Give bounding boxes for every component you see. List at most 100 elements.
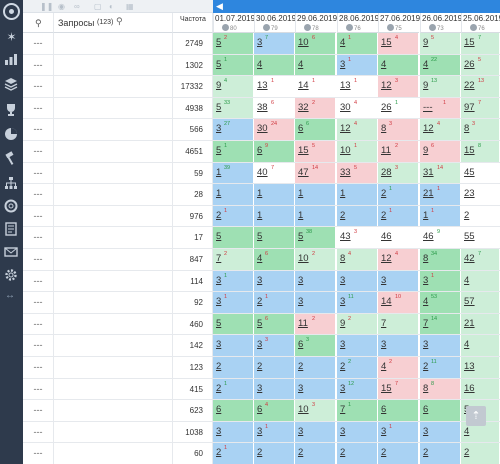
- position-cell[interactable]: 30 4: [337, 97, 378, 119]
- scroll-left-icon[interactable]: ◀: [216, 1, 223, 11]
- position-cell[interactable]: 11 2: [295, 313, 336, 335]
- position-value[interactable]: 1: [216, 188, 222, 200]
- position-cell[interactable]: 13 1: [337, 76, 378, 97]
- position-cell[interactable]: 2: [254, 443, 295, 464]
- position-value[interactable]: 13: [340, 80, 351, 92]
- position-value[interactable]: 15: [464, 37, 475, 48]
- position-value[interactable]: 30: [257, 123, 268, 135]
- position-value[interactable]: 22: [464, 80, 475, 92]
- position-value[interactable]: ---: [423, 101, 433, 113]
- date-column-header[interactable]: 30.06.2019 79: [254, 13, 296, 33]
- position-cell[interactable]: 12 4: [337, 119, 378, 140]
- position-value[interactable]: 11: [381, 144, 391, 156]
- freq-column-header[interactable]: Частота: [173, 13, 213, 33]
- position-value[interactable]: 5: [298, 231, 304, 243]
- position-value[interactable]: 9: [216, 80, 222, 92]
- position-cell[interactable]: 2: [461, 443, 500, 464]
- position-cell[interactable]: 1: [213, 184, 254, 205]
- position-cell[interactable]: 5: [213, 227, 254, 248]
- position-value[interactable]: 16: [464, 382, 475, 394]
- position-value[interactable]: 2: [464, 209, 470, 221]
- position-value[interactable]: 42: [464, 252, 475, 264]
- position-cell[interactable]: 2: [337, 443, 378, 464]
- position-cell[interactable]: 16: [461, 378, 500, 400]
- position-value[interactable]: 4: [381, 360, 387, 372]
- position-value[interactable]: 10: [340, 144, 351, 156]
- position-cell[interactable]: 14 10: [378, 292, 419, 313]
- query-cell[interactable]: [54, 140, 173, 162]
- position-value[interactable]: 9: [340, 317, 346, 329]
- position-cell[interactable]: 15 7: [378, 378, 419, 400]
- position-value[interactable]: 2: [216, 360, 222, 372]
- position-cell[interactable]: 1: [337, 184, 378, 205]
- position-value[interactable]: 2: [340, 447, 346, 459]
- position-value[interactable]: 3: [381, 339, 387, 351]
- position-cell[interactable]: 23: [461, 184, 500, 205]
- position-value[interactable]: 10: [298, 37, 309, 48]
- position-cell[interactable]: 5: [213, 313, 254, 335]
- position-value[interactable]: 30: [340, 101, 351, 113]
- position-value[interactable]: 2: [381, 447, 387, 459]
- position-value[interactable]: 2: [216, 447, 222, 459]
- query-cell[interactable]: [54, 356, 173, 378]
- position-cell[interactable]: 3 12: [337, 378, 378, 400]
- dashboard-icon[interactable]: ✶: [6, 30, 17, 44]
- position-value[interactable]: 3: [340, 339, 346, 351]
- position-value[interactable]: 2: [340, 360, 346, 372]
- position-cell[interactable]: --- 1: [420, 97, 461, 119]
- date-column-header[interactable]: 01.07.2019 80: [213, 13, 255, 33]
- expand-nav-icon[interactable]: ↔: [5, 290, 15, 301]
- position-value[interactable]: 8: [381, 123, 387, 135]
- query-cell[interactable]: [54, 421, 173, 443]
- position-cell[interactable]: 7 14: [420, 313, 461, 335]
- position-value[interactable]: 2: [423, 360, 429, 372]
- position-cell[interactable]: 3: [420, 335, 461, 356]
- position-value[interactable]: 3: [216, 425, 222, 437]
- link-icon[interactable]: ∞: [74, 2, 80, 11]
- position-value[interactable]: 7: [381, 317, 387, 329]
- position-value[interactable]: 2: [298, 360, 304, 372]
- dates-scroll-bar[interactable]: ◀: [213, 0, 500, 13]
- position-value[interactable]: 5: [216, 101, 222, 113]
- sitemap-icon[interactable]: [4, 176, 19, 191]
- position-cell[interactable]: 46 9: [420, 227, 461, 248]
- position-cell[interactable]: 5 38: [295, 227, 336, 248]
- date-column-header[interactable]: 25.06.2019 76: [461, 13, 500, 33]
- position-value[interactable]: 3: [216, 123, 222, 135]
- position-value[interactable]: 2: [381, 188, 387, 200]
- position-value[interactable]: 10: [298, 404, 309, 416]
- position-cell[interactable]: 10 3: [295, 400, 336, 421]
- mail-icon[interactable]: [4, 245, 19, 260]
- position-value[interactable]: 3: [340, 274, 346, 286]
- position-cell[interactable]: 4: [461, 335, 500, 356]
- position-cell[interactable]: 3: [337, 421, 378, 443]
- document-icon[interactable]: [4, 222, 19, 237]
- position-cell[interactable]: 2: [254, 356, 295, 378]
- position-value[interactable]: 31: [423, 166, 434, 178]
- position-value[interactable]: 6: [257, 404, 263, 416]
- position-cell[interactable]: 3: [254, 378, 295, 400]
- position-value[interactable]: 2: [298, 447, 304, 459]
- position-cell[interactable]: 21: [461, 313, 500, 335]
- position-value[interactable]: 14: [298, 80, 309, 92]
- position-value[interactable]: 3: [216, 274, 222, 286]
- position-value[interactable]: 8: [423, 252, 429, 264]
- position-value[interactable]: 3: [298, 382, 304, 394]
- position-cell[interactable]: 1 39: [213, 162, 254, 184]
- position-cell[interactable]: 2: [420, 443, 461, 464]
- position-cell[interactable]: 3: [295, 378, 336, 400]
- position-value[interactable]: 1: [257, 188, 263, 200]
- position-value[interactable]: 12: [340, 123, 351, 135]
- query-cell[interactable]: [54, 443, 173, 464]
- position-cell[interactable]: 2: [295, 356, 336, 378]
